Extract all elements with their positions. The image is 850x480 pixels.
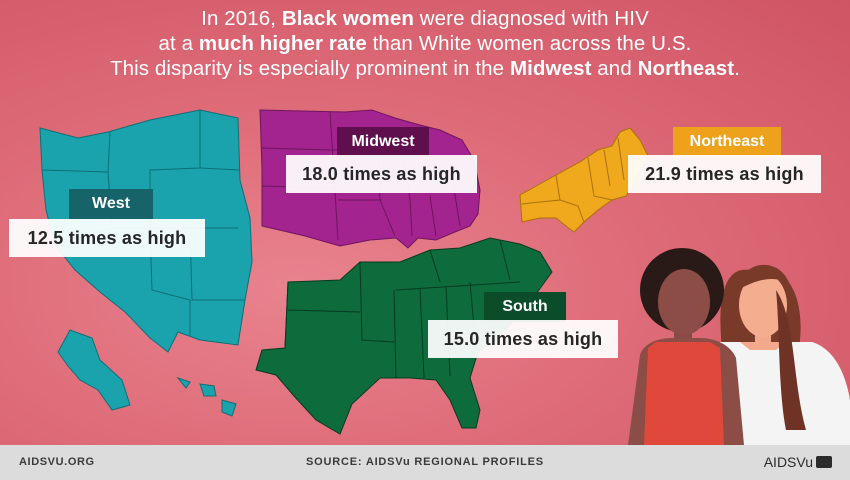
west-stat: 12.5 times as high [9,219,205,257]
midwest-label: Midwest [337,127,429,157]
black-woman-figure [628,248,744,445]
south-region [255,237,553,435]
brand-text: AIDSVu [763,454,813,470]
south-label: South [484,292,566,322]
headline: In 2016, Black women were diagnosed with… [0,6,850,81]
headline-line-1: In 2016, Black women were diagnosed with… [201,7,649,30]
headline-line-3: This disparity is especially prominent i… [109,57,741,80]
northeast-stat: 21.9 times as high [628,155,821,193]
northeast-label: Northeast [673,127,781,157]
south-stat: 15.0 times as high [428,320,618,358]
headline-line-2: at a much higher rate than White women a… [158,32,692,55]
west-region [39,109,253,417]
footer-brand: AIDSVu [764,445,832,480]
west-label: West [69,189,153,219]
footer-source: SOURCE: AIDSVu REGIONAL PROFILES [306,456,544,468]
midwest-stat: 18.0 times as high [286,155,477,193]
footer-website[interactable]: AIDSVU.ORG [19,456,95,468]
women-illustration [628,248,850,445]
speech-bubble-icon [816,456,832,468]
footer-bar: AIDSVU.ORG SOURCE: AIDSVu REGIONAL PROFI… [0,445,850,480]
